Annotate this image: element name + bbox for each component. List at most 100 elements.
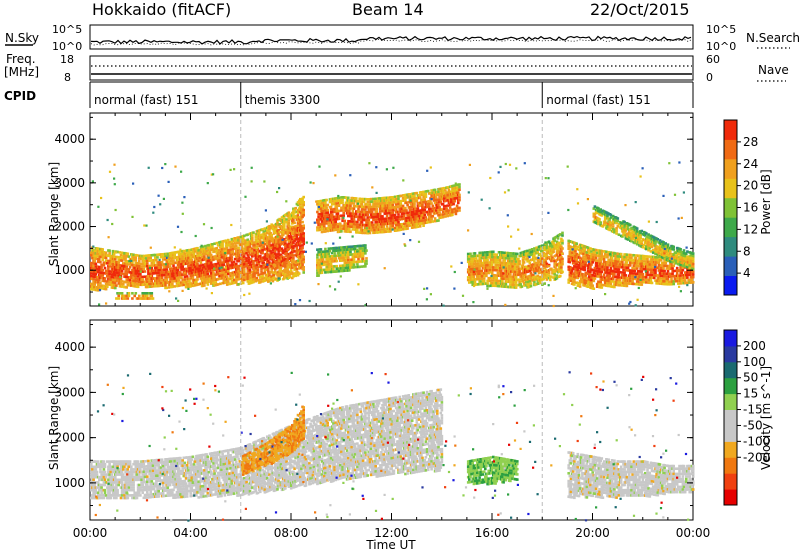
heatmap-cell bbox=[216, 272, 220, 276]
heatmap-cell bbox=[241, 281, 245, 285]
heatmap-cell bbox=[478, 254, 481, 257]
heatmap-cell bbox=[340, 209, 343, 212]
heatmap-cell bbox=[331, 203, 334, 206]
heatmap-cell bbox=[611, 277, 615, 281]
heatmap-cell bbox=[454, 189, 458, 192]
heatmap-cell bbox=[253, 275, 256, 278]
heatmap-cell bbox=[265, 244, 269, 248]
heatmap-cell bbox=[108, 252, 111, 255]
heatmap-cell bbox=[445, 207, 448, 210]
heatmap-cell bbox=[130, 284, 133, 287]
heatmap-cell bbox=[171, 282, 174, 286]
heatmap-cell bbox=[437, 203, 440, 207]
heatmap-cell bbox=[422, 206, 425, 209]
heatmap-cell bbox=[501, 274, 504, 278]
heatmap-cell bbox=[141, 275, 144, 279]
heatmap-cell bbox=[279, 224, 283, 228]
heatmap-cell bbox=[584, 261, 588, 264]
heatmap-cell bbox=[243, 234, 246, 238]
heatmap-cell bbox=[237, 264, 240, 268]
heatmap-cell bbox=[415, 223, 419, 226]
heatmap-cell bbox=[245, 251, 248, 255]
heatmap-cell bbox=[320, 212, 324, 216]
heatmap-cell bbox=[270, 223, 273, 226]
heatmap-cell bbox=[337, 269, 341, 273]
heatmap-cell bbox=[189, 266, 192, 270]
nsearch-trace bbox=[90, 39, 692, 46]
heatmap-cell bbox=[273, 270, 277, 273]
heatmap-cell bbox=[247, 256, 251, 259]
heatmap-cell bbox=[272, 258, 276, 261]
heatmap-cell bbox=[342, 211, 345, 215]
nsky-trace bbox=[90, 35, 692, 45]
heatmap-cell bbox=[494, 284, 497, 288]
heatmap-cell bbox=[416, 225, 420, 228]
heatmap-cell bbox=[351, 220, 355, 223]
heatmap-cell bbox=[592, 287, 596, 290]
heatmap-cell bbox=[248, 276, 252, 280]
heatmap-cell bbox=[357, 226, 360, 229]
heatmap-cell bbox=[301, 262, 304, 265]
heatmap-cell bbox=[324, 230, 327, 233]
heatmap-cell bbox=[388, 209, 391, 212]
heatmap-cell bbox=[243, 270, 246, 274]
radar-title: Hokkaido (fitACF) bbox=[92, 0, 231, 19]
heatmap-cell bbox=[134, 259, 138, 262]
heatmap-cell bbox=[302, 266, 305, 269]
heatmap-cell bbox=[441, 202, 445, 206]
heatmap-cell bbox=[265, 265, 269, 269]
heatmap-cell bbox=[366, 200, 369, 204]
heatmap-cell bbox=[431, 215, 435, 218]
heatmap-cell bbox=[120, 259, 124, 262]
heatmap-cell bbox=[332, 267, 335, 271]
freq-label: Freq. bbox=[6, 52, 36, 66]
heatmap-cell bbox=[381, 228, 384, 231]
heatmap-cell bbox=[296, 211, 300, 215]
heatmap-cell bbox=[215, 241, 219, 245]
heatmap-cell bbox=[107, 259, 110, 263]
heatmap-cell bbox=[388, 206, 391, 210]
heatmap-cell bbox=[316, 248, 319, 251]
heatmap-cell bbox=[291, 276, 294, 280]
heatmap-cell bbox=[334, 257, 337, 260]
heatmap-cell bbox=[291, 266, 294, 269]
heatmap-cell bbox=[442, 197, 446, 200]
heatmap-cell bbox=[124, 270, 127, 273]
heatmap-cell bbox=[261, 274, 264, 278]
heatmap-cell bbox=[350, 202, 353, 205]
heatmap-cell bbox=[372, 223, 375, 227]
heatmap-cell bbox=[125, 262, 128, 266]
heatmap-cell bbox=[511, 265, 514, 268]
heatmap-cell bbox=[422, 216, 425, 220]
heatmap-cell bbox=[130, 276, 133, 280]
heatmap-cell bbox=[102, 284, 106, 288]
heatmap-cell bbox=[143, 280, 147, 284]
heatmap-cell bbox=[287, 221, 291, 225]
heatmap-cell bbox=[268, 248, 271, 251]
heatmap-cell bbox=[227, 270, 230, 273]
heatmap-cell bbox=[441, 213, 445, 216]
heatmap-cell bbox=[173, 285, 176, 288]
heatmap-cell bbox=[326, 260, 329, 264]
heatmap-cell bbox=[295, 244, 299, 247]
heatmap-cell bbox=[99, 255, 102, 259]
heatmap-cell bbox=[146, 292, 149, 295]
heatmap-cell bbox=[370, 210, 374, 214]
heatmap-cell bbox=[457, 191, 460, 194]
heatmap-cell bbox=[455, 209, 459, 213]
heatmap-cell bbox=[317, 274, 320, 277]
heatmap-cell bbox=[327, 252, 331, 256]
heatmap-cell bbox=[223, 257, 227, 261]
heatmap-cell bbox=[94, 249, 98, 253]
heatmap-cell bbox=[90, 272, 93, 275]
heatmap-cell bbox=[538, 281, 542, 285]
heatmap-cell bbox=[262, 266, 265, 270]
heatmap-cell bbox=[342, 266, 345, 270]
heatmap-cell bbox=[239, 251, 243, 254]
heatmap-cell bbox=[204, 278, 207, 282]
heatmap-cell bbox=[495, 276, 498, 280]
heatmap-cell bbox=[472, 273, 476, 276]
heatmap-cell bbox=[177, 263, 181, 267]
heatmap-cell bbox=[101, 248, 104, 251]
